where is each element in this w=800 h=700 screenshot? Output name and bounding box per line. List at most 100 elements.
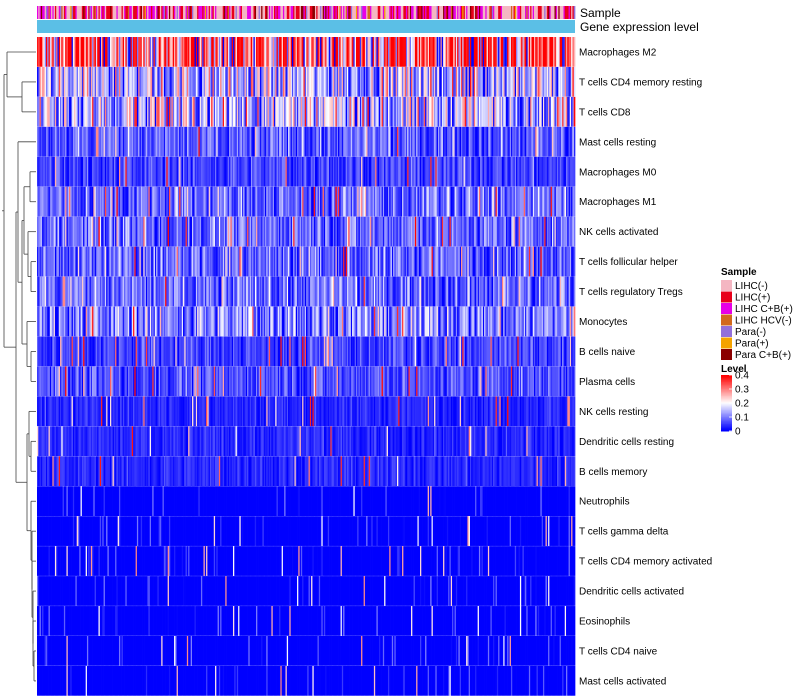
heatmap-cell [302, 66, 304, 97]
heatmap-cell [63, 276, 66, 307]
sample-annotation-cell [389, 6, 391, 19]
heatmap-cell [107, 306, 110, 337]
heatmap-cell [72, 37, 75, 67]
heatmap-cell [571, 216, 573, 247]
heatmap-cell [327, 96, 330, 127]
heatmap-cell [452, 306, 454, 337]
sample-annotation-cell [197, 6, 199, 19]
heatmap-cell [66, 156, 69, 187]
sample-annotation-cell [206, 6, 208, 19]
heatmap-cell [239, 306, 242, 337]
heatmap-cell [97, 186, 99, 217]
heatmap-cell [404, 246, 407, 277]
heatmap-cell [431, 96, 434, 127]
heatmap-cell [411, 37, 413, 67]
heatmap-cell [266, 66, 268, 97]
heatmap-cell [487, 37, 490, 67]
heatmap-cell [408, 96, 411, 127]
heatmap-cell [367, 246, 370, 277]
heatmap-cell [462, 276, 464, 307]
heatmap-cell [38, 126, 40, 157]
heatmap-cell [145, 276, 148, 307]
heatmap-cell [380, 156, 382, 187]
heatmap-cell [387, 96, 390, 127]
heatmap-cell [402, 156, 404, 187]
heatmap-cell [135, 66, 138, 97]
heatmap-cell [381, 216, 384, 247]
heatmap-cell [181, 96, 184, 127]
heatmap-cell [156, 66, 158, 97]
heatmap-cell [435, 186, 438, 217]
heatmap-cell [158, 37, 161, 67]
heatmap-cell [435, 216, 438, 247]
heatmap-cell [564, 37, 567, 67]
heatmap-cell [446, 66, 449, 97]
heatmap-cell [548, 156, 550, 187]
heatmap-cell [448, 216, 450, 247]
heatmap-cell [416, 336, 418, 367]
sample-annotation-cell [162, 6, 165, 19]
heatmap-cell [537, 216, 540, 247]
heatmap-cell [382, 66, 385, 97]
heatmap-cell [480, 126, 482, 157]
heatmap-cell [317, 37, 320, 67]
heatmap-cell [468, 246, 471, 277]
heatmap-cell [208, 66, 211, 97]
heatmap-cell [225, 276, 227, 307]
heatmap-cell [138, 276, 140, 307]
heatmap-cell [77, 336, 80, 367]
heatmap-cell [427, 156, 430, 187]
heatmap-cell [208, 216, 211, 247]
heatmap-cell [272, 216, 275, 247]
heatmap-cell [509, 37, 512, 67]
heatmap-cell [115, 37, 117, 67]
heatmap-cell [457, 66, 459, 97]
heatmap-cell [44, 276, 47, 307]
heatmap-cell [375, 156, 377, 187]
heatmap-cell [142, 276, 144, 307]
heatmap-cell [45, 216, 48, 247]
heatmap-cell [257, 336, 259, 367]
heatmap-cell [117, 66, 120, 97]
heatmap-cell [343, 186, 345, 217]
heatmap-cell [395, 37, 398, 67]
heatmap-cell [311, 37, 313, 67]
sample-annotation-cell [393, 6, 395, 19]
heatmap-cell [466, 66, 468, 97]
heatmap-cell [239, 37, 242, 67]
heatmap-cell [439, 306, 441, 337]
heatmap-cell [79, 276, 81, 307]
heatmap-cell [129, 216, 131, 247]
heatmap-cell [165, 96, 167, 127]
heatmap-cell [321, 66, 324, 97]
heatmap-cell [572, 37, 575, 67]
heatmap-cell [551, 246, 554, 277]
sample-annotation-cell [407, 6, 409, 19]
heatmap-cell [288, 126, 290, 157]
heatmap-cell [253, 216, 256, 247]
heatmap-cell [67, 126, 70, 157]
heatmap-cell [431, 126, 434, 157]
heatmap-cell [212, 246, 215, 277]
heatmap-cell [124, 96, 126, 127]
heatmap-cell [563, 37, 566, 67]
heatmap-cell [284, 156, 286, 187]
heatmap-cell [56, 276, 58, 307]
heatmap-cell [403, 126, 405, 157]
heatmap-cell [65, 336, 67, 367]
heatmap-cell [546, 37, 549, 67]
heatmap-cell [273, 156, 276, 187]
heatmap-cell [444, 156, 446, 187]
heatmap-cell [446, 37, 449, 67]
heatmap-cell [526, 276, 528, 307]
heatmap-cell [284, 336, 286, 367]
heatmap-cell [482, 96, 485, 127]
heatmap-cell [225, 336, 227, 367]
heatmap-cell [289, 156, 291, 187]
heatmap-cell [263, 126, 266, 157]
heatmap-cell [162, 186, 165, 217]
heatmap-cell [236, 276, 239, 307]
heatmap-cell [185, 126, 188, 157]
heatmap-cell [238, 216, 240, 247]
heatmap-cell [420, 126, 422, 157]
